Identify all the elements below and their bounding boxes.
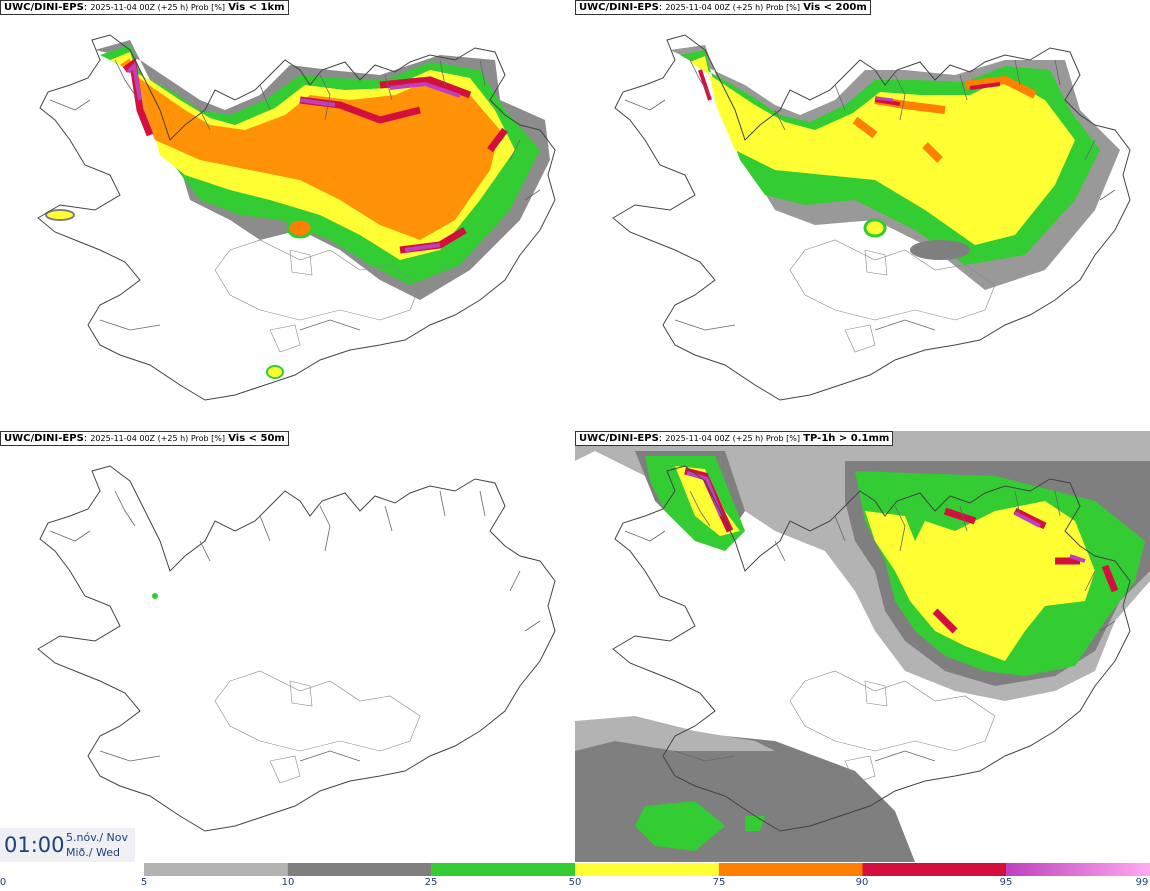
colorbar-segment-8 bbox=[1006, 863, 1150, 876]
valid-date-line1: 5.nóv./ Nov bbox=[66, 831, 129, 844]
colorbar-tick-0: 0 bbox=[0, 877, 7, 888]
colorbar-segment-1 bbox=[144, 863, 288, 876]
colorbar-tick-10: 10 bbox=[281, 877, 295, 888]
panel-tp-1h: UWC/DINI-EPS: 2025-11-04 00Z (+25 h) Pro… bbox=[575, 431, 1150, 862]
coastline bbox=[38, 466, 555, 831]
prob-field-vis-1km bbox=[45, 40, 550, 379]
colorbar-tick-90: 90 bbox=[855, 877, 869, 888]
map-tp-1h bbox=[575, 431, 1150, 862]
valid-date-line2: Mið./ Wed bbox=[66, 846, 120, 859]
prob-field-vis-200m bbox=[670, 45, 1120, 290]
colorbar-tick-95: 95 bbox=[999, 877, 1013, 888]
colorbar-segment-3 bbox=[431, 863, 576, 876]
probability-colorbar bbox=[144, 863, 1150, 876]
panel-title-4: UWC/DINI-EPS: 2025-11-04 00Z (+25 h) Pro… bbox=[575, 431, 894, 446]
panel-vis-50m: UWC/DINI-EPS: 2025-11-04 00Z (+25 h) Pro… bbox=[0, 431, 575, 862]
panel-title-2: UWC/DINI-EPS: 2025-11-04 00Z (+25 h) Pro… bbox=[575, 0, 871, 15]
map-vis-50m bbox=[0, 431, 575, 862]
colorbar-segment-4 bbox=[575, 863, 719, 876]
panel-title-3: UWC/DINI-EPS: 2025-11-04 00Z (+25 h) Pro… bbox=[0, 431, 289, 446]
prob-field-tp-1h bbox=[575, 431, 1150, 862]
colorbar-tick-5: 5 bbox=[140, 877, 148, 888]
map-vis-200m bbox=[575, 0, 1150, 431]
colorbar-segment-5 bbox=[718, 863, 863, 876]
colorbar-segment-6 bbox=[862, 863, 1007, 876]
colorbar-tick-25: 25 bbox=[424, 877, 438, 888]
panel-vis-200m: UWC/DINI-EPS: 2025-11-04 00Z (+25 h) Pro… bbox=[575, 0, 1150, 431]
colorbar-tick-50: 50 bbox=[568, 877, 582, 888]
colorbar-tick-75: 75 bbox=[712, 877, 726, 888]
colorbar-tick-99: 99 bbox=[1135, 877, 1149, 888]
map-vis-1km bbox=[0, 0, 575, 431]
valid-time-clock: 01:00 bbox=[4, 833, 65, 857]
panel-vis-1km: UWC/DINI-EPS: 2025-11-04 00Z (+25 h) Pro… bbox=[0, 0, 575, 431]
panel-title-1: UWC/DINI-EPS: 2025-11-04 00Z (+25 h) Pro… bbox=[0, 0, 289, 15]
colorbar-last-segment-wrap bbox=[1006, 863, 1150, 876]
colorbar-segment-2 bbox=[287, 863, 432, 876]
valid-time-box: 01:00 5.nóv./ Nov Mið./ Wed bbox=[0, 828, 135, 862]
prob-field-vis-50m bbox=[152, 593, 158, 599]
